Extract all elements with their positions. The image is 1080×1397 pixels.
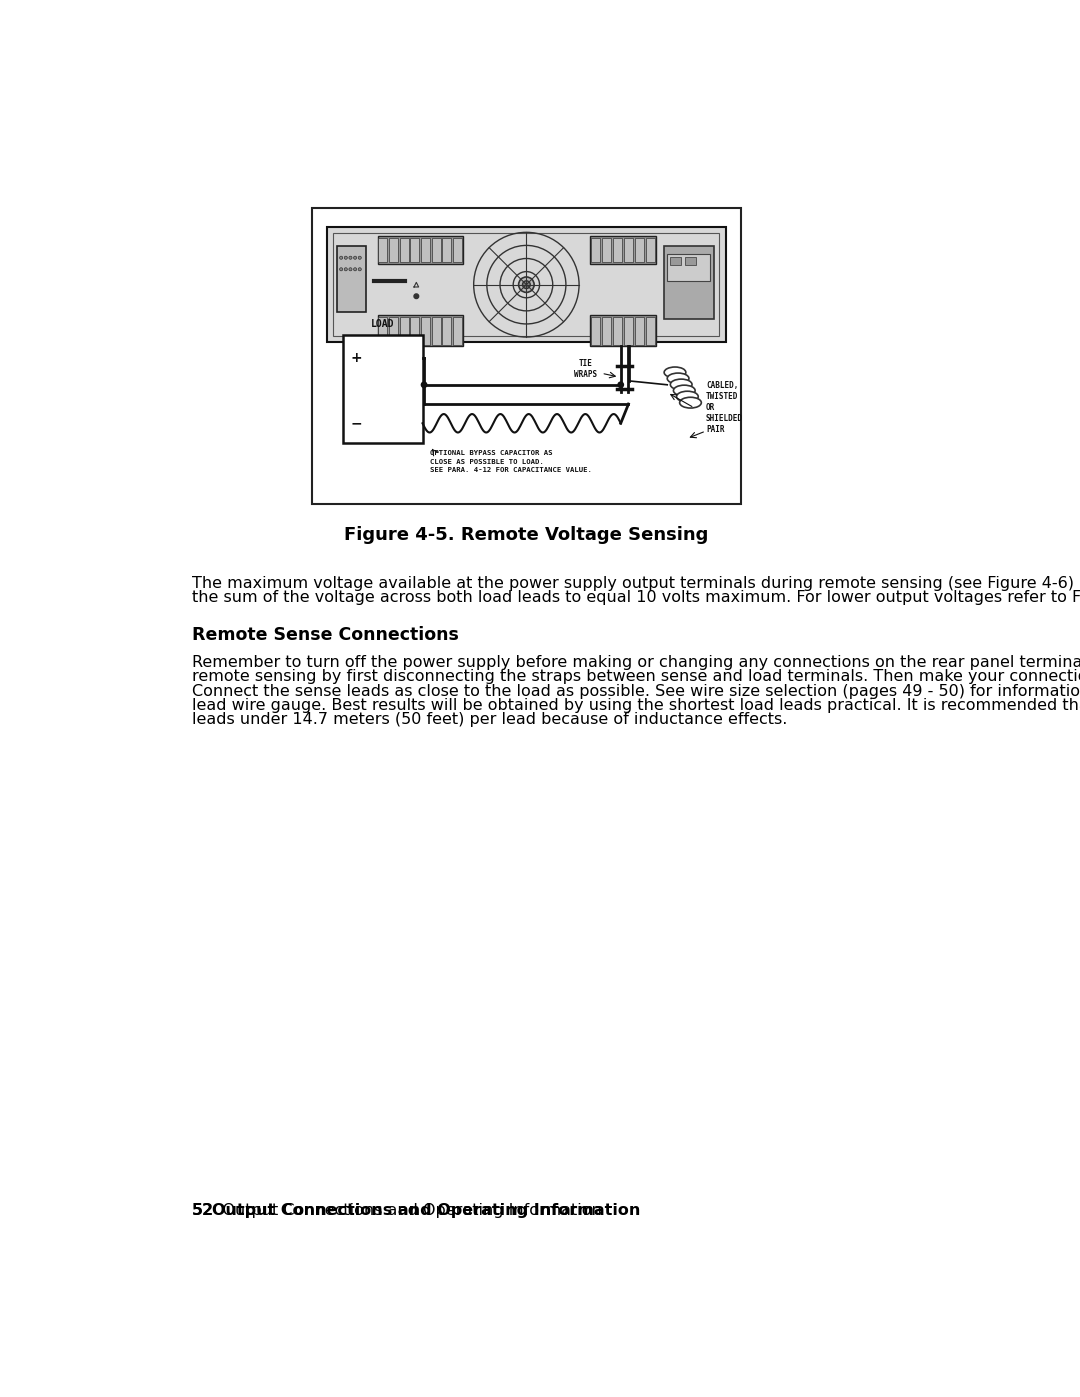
- Ellipse shape: [667, 373, 689, 384]
- Ellipse shape: [671, 379, 692, 390]
- Bar: [670, 257, 680, 264]
- Circle shape: [618, 383, 623, 387]
- Bar: [453, 237, 462, 263]
- Bar: [400, 237, 408, 263]
- Circle shape: [339, 268, 342, 271]
- Text: Remember to turn off the power supply before making or changing any connections : Remember to turn off the power supply be…: [191, 655, 1080, 671]
- Ellipse shape: [679, 397, 701, 408]
- Circle shape: [353, 268, 356, 271]
- Bar: [612, 317, 622, 345]
- Text: LOAD: LOAD: [370, 319, 394, 328]
- Text: +: +: [351, 351, 363, 365]
- Bar: [635, 237, 644, 263]
- Text: lead wire gauge. Best results will be obtained by using the shortest load leads : lead wire gauge. Best results will be ob…: [191, 697, 1080, 712]
- Circle shape: [345, 268, 348, 271]
- Ellipse shape: [676, 391, 699, 402]
- Bar: [312, 208, 741, 504]
- Bar: [337, 246, 366, 312]
- Ellipse shape: [674, 386, 696, 395]
- Bar: [334, 233, 719, 337]
- Circle shape: [359, 256, 362, 260]
- Circle shape: [359, 268, 362, 271]
- Bar: [400, 317, 408, 345]
- Bar: [602, 317, 611, 345]
- Bar: [602, 237, 611, 263]
- Bar: [623, 317, 633, 345]
- Circle shape: [421, 383, 427, 387]
- Text: Output Connections and Operating Information: Output Connections and Operating Informa…: [212, 1203, 640, 1218]
- Bar: [443, 237, 451, 263]
- Bar: [591, 237, 600, 263]
- Circle shape: [349, 268, 352, 271]
- Bar: [410, 317, 419, 345]
- Bar: [378, 316, 463, 346]
- Bar: [443, 317, 451, 345]
- Bar: [646, 237, 656, 263]
- Circle shape: [414, 293, 419, 299]
- Text: 52  Output Connections and Operating Information: 52 Output Connections and Operating Info…: [191, 1203, 602, 1218]
- Bar: [389, 317, 399, 345]
- Bar: [432, 317, 441, 345]
- Bar: [410, 237, 419, 263]
- Bar: [378, 317, 388, 345]
- Bar: [378, 237, 388, 263]
- Bar: [612, 237, 622, 263]
- Text: Figure 4-5. Remote Voltage Sensing: Figure 4-5. Remote Voltage Sensing: [345, 525, 708, 543]
- Text: 52: 52: [191, 1203, 214, 1218]
- Bar: [590, 316, 656, 346]
- Text: CABLED,
TWISTED
OR
SHIELDED
PAIR: CABLED, TWISTED OR SHIELDED PAIR: [706, 381, 743, 434]
- Bar: [635, 317, 644, 345]
- Bar: [378, 236, 463, 264]
- Bar: [591, 317, 600, 345]
- Text: the sum of the voltage across both load leads to equal 10 volts maximum. For low: the sum of the voltage across both load …: [191, 590, 1080, 605]
- Text: OPTIONAL BYPASS CAPACITOR AS
CLOSE AS POSSIBLE TO LOAD.
SEE PARA. 4-12 FOR CAPAC: OPTIONAL BYPASS CAPACITOR AS CLOSE AS PO…: [430, 450, 592, 474]
- Bar: [663, 246, 714, 320]
- Text: TIE
WRAPS: TIE WRAPS: [575, 359, 597, 380]
- Circle shape: [523, 281, 530, 289]
- Bar: [342, 335, 422, 443]
- Text: Remote Sense Connections: Remote Sense Connections: [191, 626, 458, 644]
- Text: leads under 14.7 meters (50 feet) per lead because of inductance effects.: leads under 14.7 meters (50 feet) per le…: [191, 712, 787, 726]
- Bar: [327, 226, 726, 342]
- Circle shape: [518, 277, 535, 292]
- Ellipse shape: [664, 367, 686, 377]
- Text: remote sensing by first disconnecting the straps between sense and load terminal: remote sensing by first disconnecting th…: [191, 669, 1080, 685]
- Bar: [623, 237, 633, 263]
- Text: −: −: [351, 416, 363, 430]
- Circle shape: [349, 256, 352, 260]
- Bar: [432, 237, 441, 263]
- Bar: [646, 317, 656, 345]
- Circle shape: [353, 256, 356, 260]
- Bar: [389, 237, 399, 263]
- Bar: [421, 237, 430, 263]
- Circle shape: [345, 256, 348, 260]
- Bar: [421, 317, 430, 345]
- Circle shape: [339, 256, 342, 260]
- Bar: [453, 317, 462, 345]
- Text: The maximum voltage available at the power supply output terminals during remote: The maximum voltage available at the pow…: [191, 576, 1080, 591]
- Bar: [590, 236, 656, 264]
- Bar: [685, 257, 697, 264]
- Text: Connect the sense leads as close to the load as possible. See wire size selectio: Connect the sense leads as close to the …: [191, 683, 1080, 698]
- Bar: [667, 254, 710, 281]
